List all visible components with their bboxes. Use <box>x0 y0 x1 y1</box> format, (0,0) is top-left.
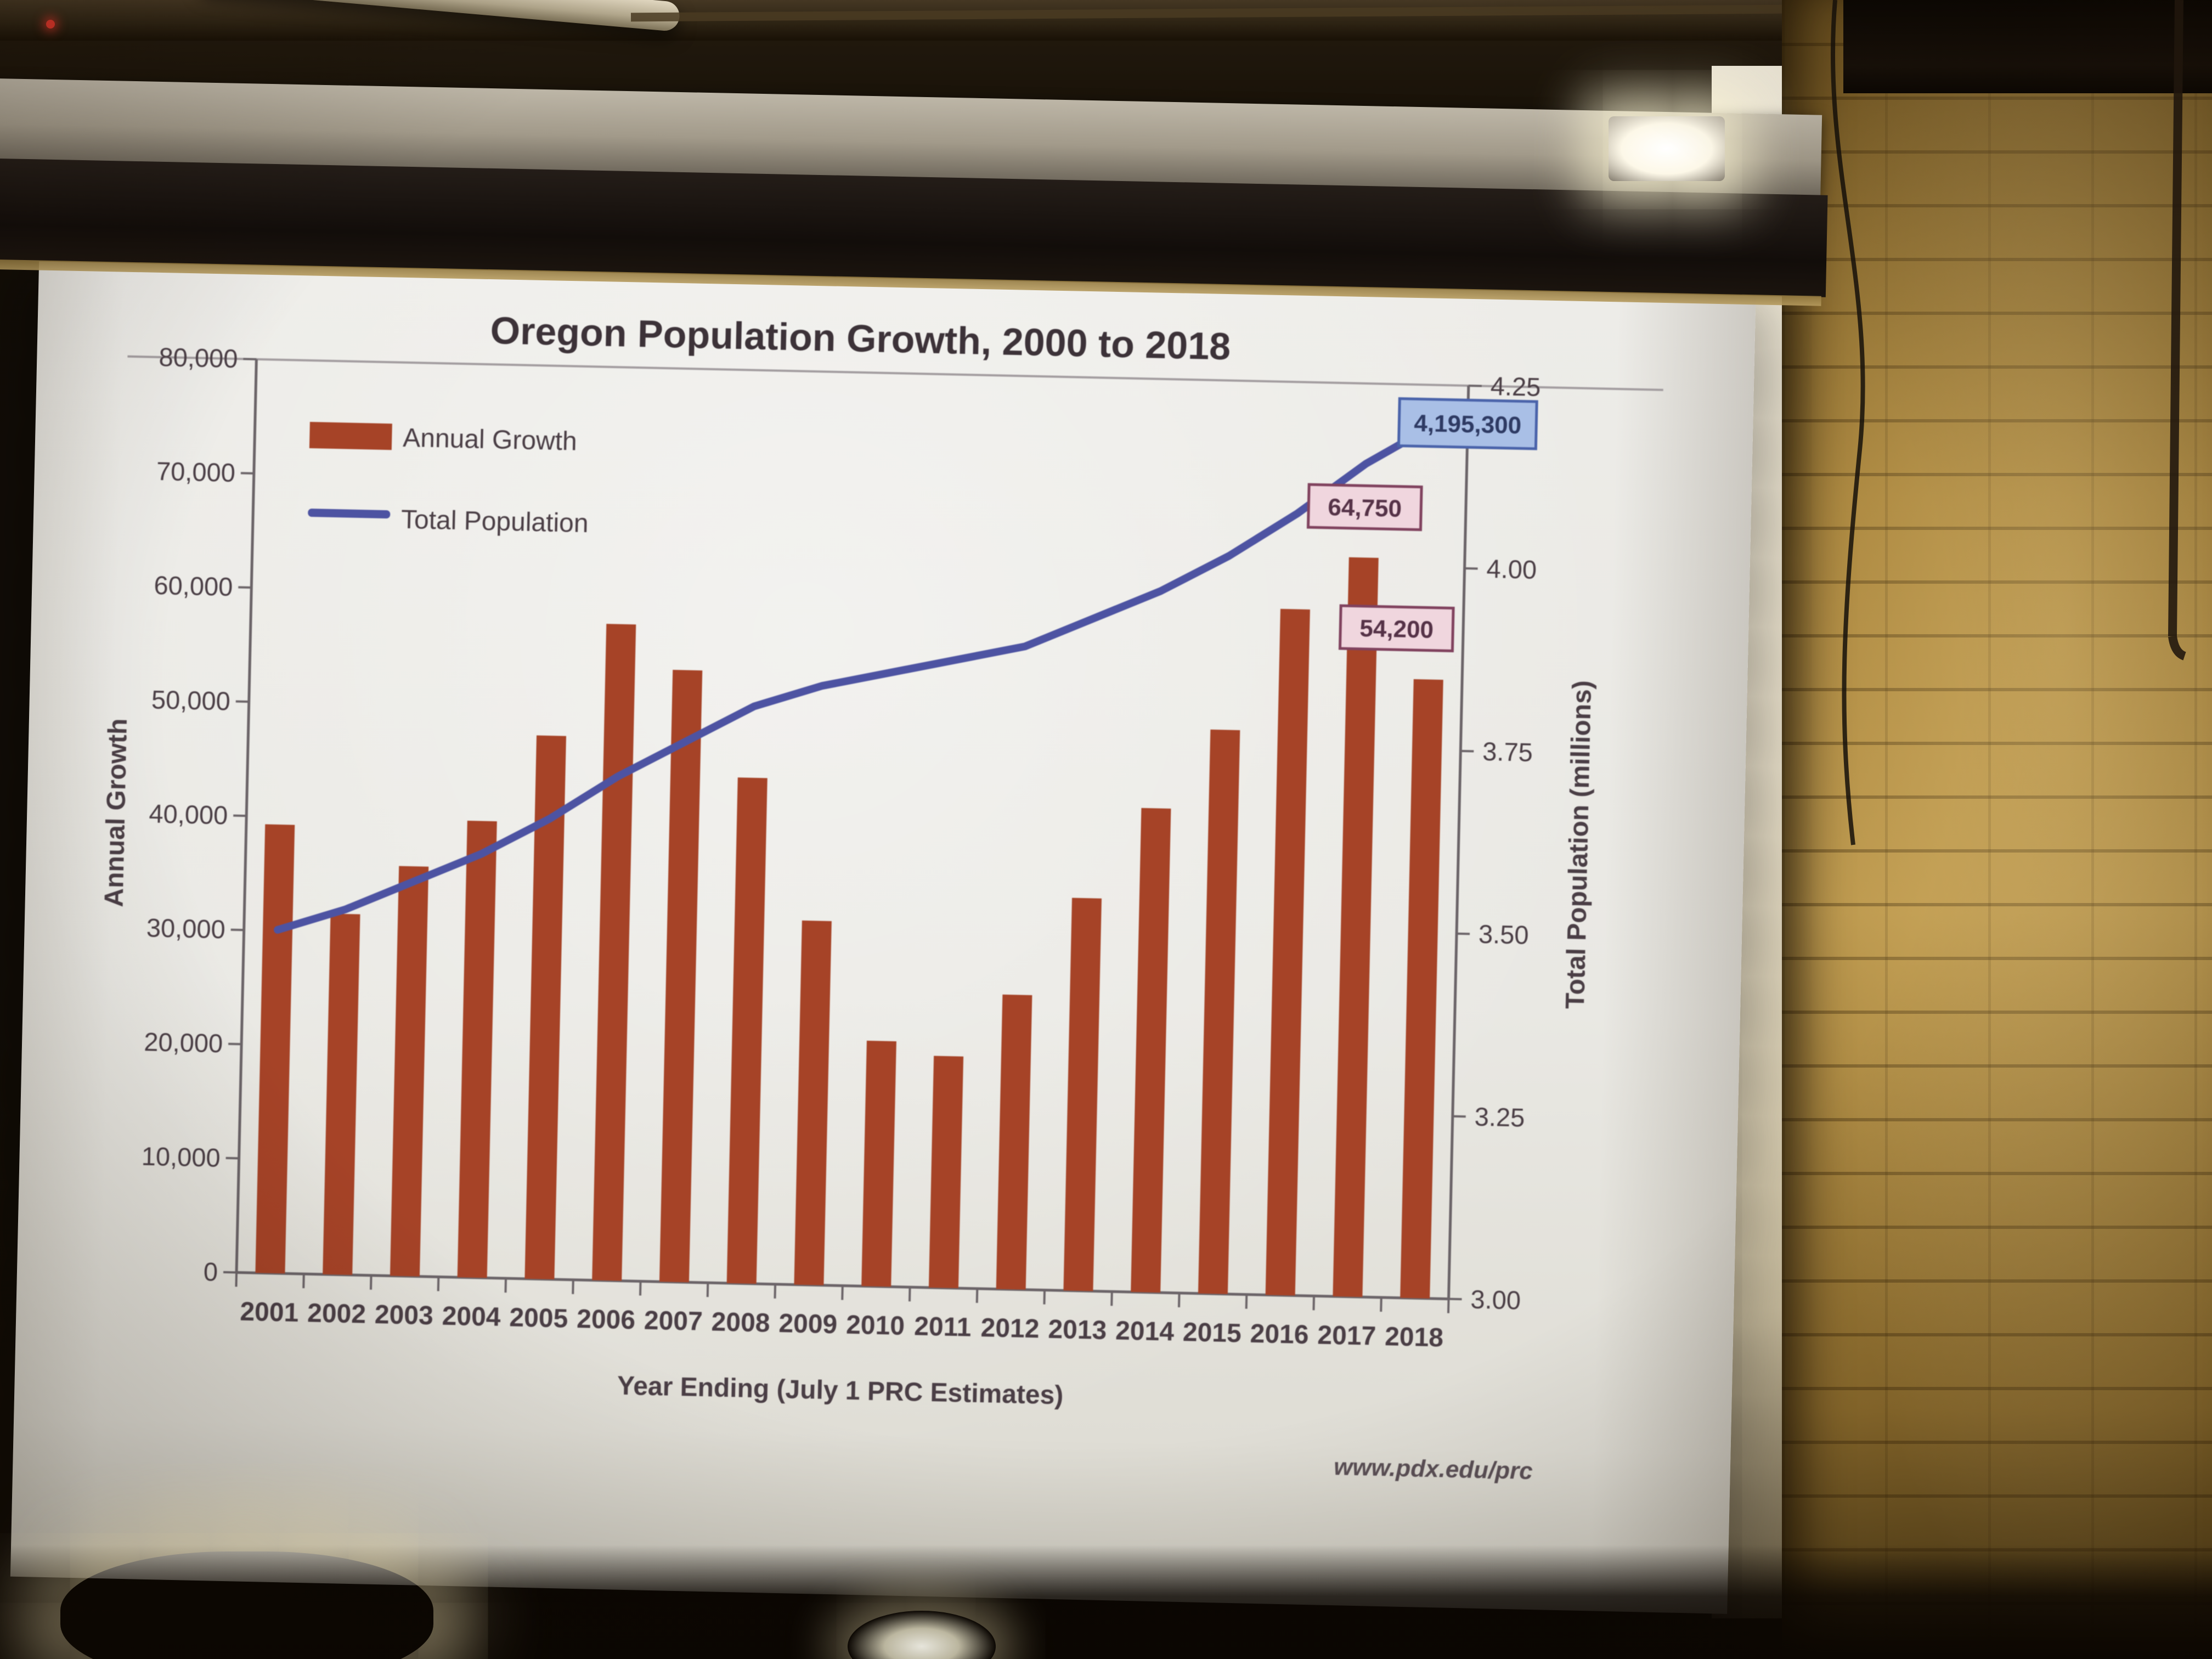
x-axis-title: Year Ending (July 1 PRC Estimates) <box>617 1372 1064 1410</box>
x-tick-label-2003: 2003 <box>374 1300 433 1330</box>
left-axis-tick-label: 70,000 <box>156 456 236 487</box>
bar-2015 <box>1198 729 1240 1294</box>
bar-2010 <box>861 1040 896 1287</box>
callout-text-2018-Annual Growth: 54,200 <box>1359 615 1434 644</box>
bar-2002 <box>323 913 360 1276</box>
legend-line-swatch <box>308 509 391 519</box>
projection-screen: Oregon Population Growth, 2000 to 2018 0 1… <box>10 244 1757 1614</box>
x-tick-label-2011: 2011 <box>914 1312 972 1342</box>
population-line <box>274 421 1438 934</box>
chart-footer: www.pdx.edu/prc <box>1334 1453 1533 1485</box>
x-axis-tick <box>1043 1290 1046 1305</box>
x-tick-label-2008: 2008 <box>711 1307 770 1338</box>
right-axis-tick <box>1452 1115 1466 1118</box>
x-tick-label-2016: 2016 <box>1250 1319 1309 1350</box>
left-axis-tick-label: 10,000 <box>141 1141 221 1172</box>
right-axis-tick <box>1460 749 1474 753</box>
x-axis-tick <box>1447 1299 1450 1313</box>
bar-2001 <box>255 824 295 1274</box>
left-axis-tick-label: 0 <box>203 1257 218 1286</box>
x-axis-tick <box>975 1288 979 1303</box>
x-tick-label-2006: 2006 <box>577 1305 636 1335</box>
bar-2014 <box>1131 808 1171 1293</box>
red-led-icon <box>46 20 55 29</box>
x-tick-label-2010: 2010 <box>846 1311 905 1341</box>
left-axis-tick-label: 40,000 <box>149 799 228 830</box>
overhead-beam <box>1843 0 2212 93</box>
callout-box-2018-Total Population <box>1397 397 1538 450</box>
bar-2018 <box>1400 679 1443 1299</box>
x-axis-tick <box>504 1278 507 1293</box>
x-tick-label-2007: 2007 <box>644 1306 703 1336</box>
left-axis-tick <box>228 1042 242 1046</box>
callout-text-2018-Total Population: 4,195,300 <box>1414 410 1522 439</box>
floor-shadow <box>0 1545 2212 1659</box>
legend-bar-label: Annual Growth <box>403 424 578 456</box>
right-axis-tick-label: 3.25 <box>1474 1102 1525 1132</box>
bar-2013 <box>1063 898 1102 1291</box>
right-axis-tick <box>1464 567 1478 570</box>
left-axis-tick-label: 20,000 <box>144 1027 223 1058</box>
legend-line-label: Total Population <box>400 505 589 538</box>
callout-text-2017-Annual Growth: 64,750 <box>1328 494 1402 522</box>
callout-box-2018-Annual Growth <box>1338 604 1455 653</box>
bar-2011 <box>928 1056 964 1289</box>
x-tick-label-2015: 2015 <box>1182 1318 1242 1348</box>
left-axis-tick-label: 30,000 <box>146 913 225 944</box>
right-axis-tick-label: 4.25 <box>1490 371 1541 402</box>
left-axis-tick-label: 60,000 <box>154 571 233 601</box>
bar-2017 <box>1333 557 1379 1297</box>
x-axis-tick <box>1245 1294 1248 1309</box>
callout-box-2017-Annual Growth <box>1306 483 1423 532</box>
ceiling-lamp <box>1609 116 1725 181</box>
left-axis-tick <box>223 1271 237 1274</box>
x-tick-label-2018: 2018 <box>1385 1322 1444 1352</box>
legend-bar-swatch <box>309 421 392 450</box>
x-axis-tick <box>639 1281 642 1296</box>
bar-2006 <box>592 624 636 1281</box>
x-axis-tick <box>1312 1296 1316 1311</box>
right-axis-title: Total Population (millions) <box>1561 680 1597 1009</box>
x-tick-label-2009: 2009 <box>778 1309 838 1339</box>
left-axis-tick <box>225 1156 239 1160</box>
x-tick-label-2002: 2002 <box>307 1299 366 1329</box>
right-axis-tick <box>1448 1297 1462 1301</box>
x-tick-label-2004: 2004 <box>442 1302 501 1332</box>
right-axis-tick-label: 4.00 <box>1486 554 1537 584</box>
bar-2016 <box>1265 608 1310 1296</box>
x-axis-tick <box>302 1274 305 1289</box>
hanging-cables-icon <box>1830 0 2187 845</box>
chart-title: Oregon Population Growth, 2000 to 2018 <box>490 309 1231 368</box>
bar-2005 <box>524 735 567 1280</box>
x-axis-tick <box>1110 1291 1113 1306</box>
x-tick-label-2012: 2012 <box>980 1313 1040 1344</box>
bar-2009 <box>794 920 832 1285</box>
x-tick-label-2014: 2014 <box>1115 1316 1175 1346</box>
x-tick-label-2005: 2005 <box>509 1303 568 1333</box>
left-axis-title: Annual Growth <box>100 718 133 907</box>
x-axis-tick <box>1177 1293 1181 1307</box>
bar-2003 <box>390 866 429 1277</box>
right-axis <box>1447 385 1470 1299</box>
x-axis-tick <box>841 1285 844 1300</box>
x-axis-tick <box>437 1277 440 1291</box>
left-axis-tick <box>238 586 252 589</box>
bar-2007 <box>659 669 703 1283</box>
bar-2004 <box>457 820 497 1278</box>
right-axis-tick-label: 3.75 <box>1482 737 1533 767</box>
right-axis-tick-label: 3.50 <box>1478 919 1529 950</box>
right-axis-tick-label: 3.00 <box>1470 1285 1521 1315</box>
bar-2012 <box>996 994 1032 1290</box>
plot-top-border <box>127 355 1663 391</box>
light-fixture-flare <box>60 1551 433 1659</box>
population-growth-chart: Oregon Population Growth, 2000 to 2018 0 1… <box>100 309 1663 1485</box>
bar-2008 <box>726 777 768 1284</box>
left-axis-tick-label: 50,000 <box>151 685 230 715</box>
x-tick-label-2013: 2013 <box>1048 1315 1107 1345</box>
x-tick-label-2017: 2017 <box>1317 1321 1376 1351</box>
x-tick-label-2001: 2001 <box>240 1297 299 1328</box>
left-axis-tick-label: 80,000 <box>159 342 238 373</box>
